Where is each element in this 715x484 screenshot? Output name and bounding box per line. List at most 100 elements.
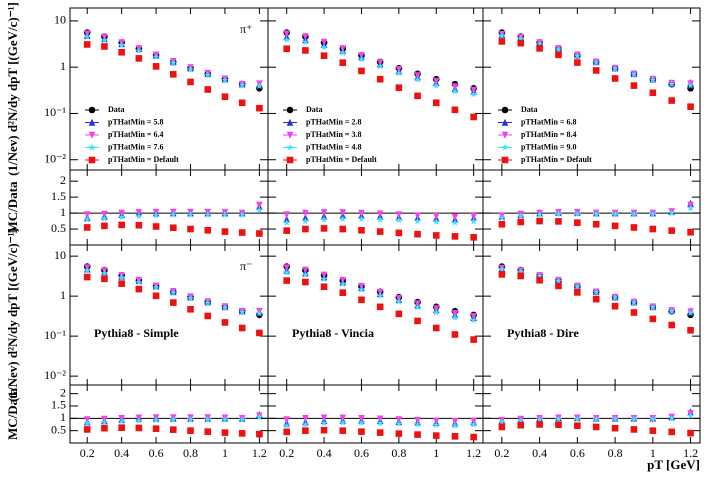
- data-point: [517, 34, 525, 42]
- data-point: [255, 309, 264, 317]
- data-point: [221, 228, 229, 235]
- data-point: [498, 423, 506, 431]
- data-point: [611, 222, 619, 230]
- data-point: [498, 213, 506, 222]
- y-tick-label: 10: [54, 13, 66, 27]
- data-point: [169, 58, 178, 67]
- data-point: [592, 58, 600, 66]
- data-point: [320, 283, 328, 291]
- data-point: [451, 106, 459, 114]
- data-point: [169, 288, 178, 296]
- legend-label: pTHatMin = 4.8: [306, 142, 361, 151]
- panel-frame: [482, 169, 701, 246]
- data-point: [283, 45, 290, 53]
- data-point: [339, 225, 347, 233]
- data-point: [282, 421, 291, 429]
- data-point: [630, 415, 638, 423]
- data-point: [339, 427, 347, 434]
- data-point: [649, 415, 657, 423]
- data-point: [204, 299, 212, 307]
- data-point: [83, 266, 91, 274]
- data-point: [301, 217, 310, 225]
- x-tick-label: 0.6: [354, 446, 369, 460]
- x-tick-label: 0.2: [279, 446, 294, 460]
- data-point: [470, 113, 477, 121]
- data-point: [320, 275, 328, 283]
- data-point: [339, 209, 347, 217]
- data-point: [469, 420, 478, 428]
- data-point: [451, 213, 459, 221]
- data-point: [592, 210, 600, 218]
- data-point: [100, 214, 109, 222]
- data-point: [687, 103, 694, 110]
- data-point: [83, 419, 91, 427]
- panel-frame: [267, 169, 484, 246]
- data-point: [83, 41, 91, 48]
- data-point: [320, 271, 328, 279]
- data-point: [451, 331, 459, 338]
- legend-marker: [286, 106, 294, 114]
- y-tick-label: 0.5: [51, 422, 66, 436]
- data-point: [170, 224, 177, 232]
- data-point: [554, 45, 563, 53]
- y-tick-label: 10: [54, 248, 66, 262]
- data-point: [83, 215, 91, 223]
- data-point: [221, 429, 229, 436]
- data-point: [376, 75, 384, 83]
- x-tick-label: 0.2: [80, 446, 95, 460]
- data-point: [667, 80, 676, 88]
- data-point: [117, 213, 126, 221]
- data-point: [152, 416, 160, 424]
- data-point: [432, 212, 440, 221]
- data-point: [517, 272, 525, 280]
- data-point: [339, 289, 347, 296]
- data-point: [152, 283, 160, 291]
- data-point: [574, 219, 581, 226]
- data-point: [611, 415, 619, 423]
- particle-label: π⁺: [240, 22, 252, 36]
- data-point: [376, 291, 384, 299]
- data-point: [649, 76, 657, 84]
- y-axis-label: MC/Data: [5, 181, 20, 233]
- data-point: [117, 41, 126, 49]
- data-point: [555, 282, 562, 290]
- data-point: [611, 424, 619, 432]
- y-tick-label: 10⁻¹: [44, 105, 66, 119]
- data-point: [432, 432, 440, 439]
- data-point: [517, 416, 525, 424]
- data-point: [554, 210, 563, 218]
- data-point: [301, 270, 310, 279]
- data-point: [611, 302, 619, 310]
- x-tick-label: 1.2: [252, 446, 267, 460]
- data-point: [573, 210, 582, 218]
- data-point: [135, 221, 143, 229]
- data-point: [152, 211, 160, 219]
- data-point: [101, 275, 108, 283]
- data-point: [302, 427, 309, 434]
- data-point: [187, 427, 194, 434]
- data-point: [686, 411, 695, 420]
- data-point: [376, 303, 384, 311]
- legend-marker: [501, 143, 509, 151]
- data-point: [283, 30, 290, 38]
- data-point: [320, 38, 328, 46]
- data-point: [555, 218, 562, 225]
- data-point: [573, 52, 582, 60]
- data-point: [302, 225, 309, 233]
- data-point: [432, 308, 440, 316]
- data-point: [238, 229, 246, 236]
- y-tick-label: 1.5: [51, 189, 66, 203]
- data-point: [186, 415, 195, 423]
- data-point: [118, 280, 125, 287]
- data-point: [630, 210, 638, 218]
- data-point: [470, 433, 477, 441]
- legend-label: pTHatMin = 8.4: [521, 130, 576, 139]
- data-point: [118, 221, 125, 229]
- generator-label: Pythia8 - Simple: [94, 326, 179, 340]
- data-point: [320, 419, 328, 427]
- data-point: [100, 269, 109, 277]
- panel-frame: [482, 244, 701, 386]
- data-point: [204, 415, 212, 423]
- data-point: [432, 77, 440, 85]
- data-point: [283, 211, 290, 219]
